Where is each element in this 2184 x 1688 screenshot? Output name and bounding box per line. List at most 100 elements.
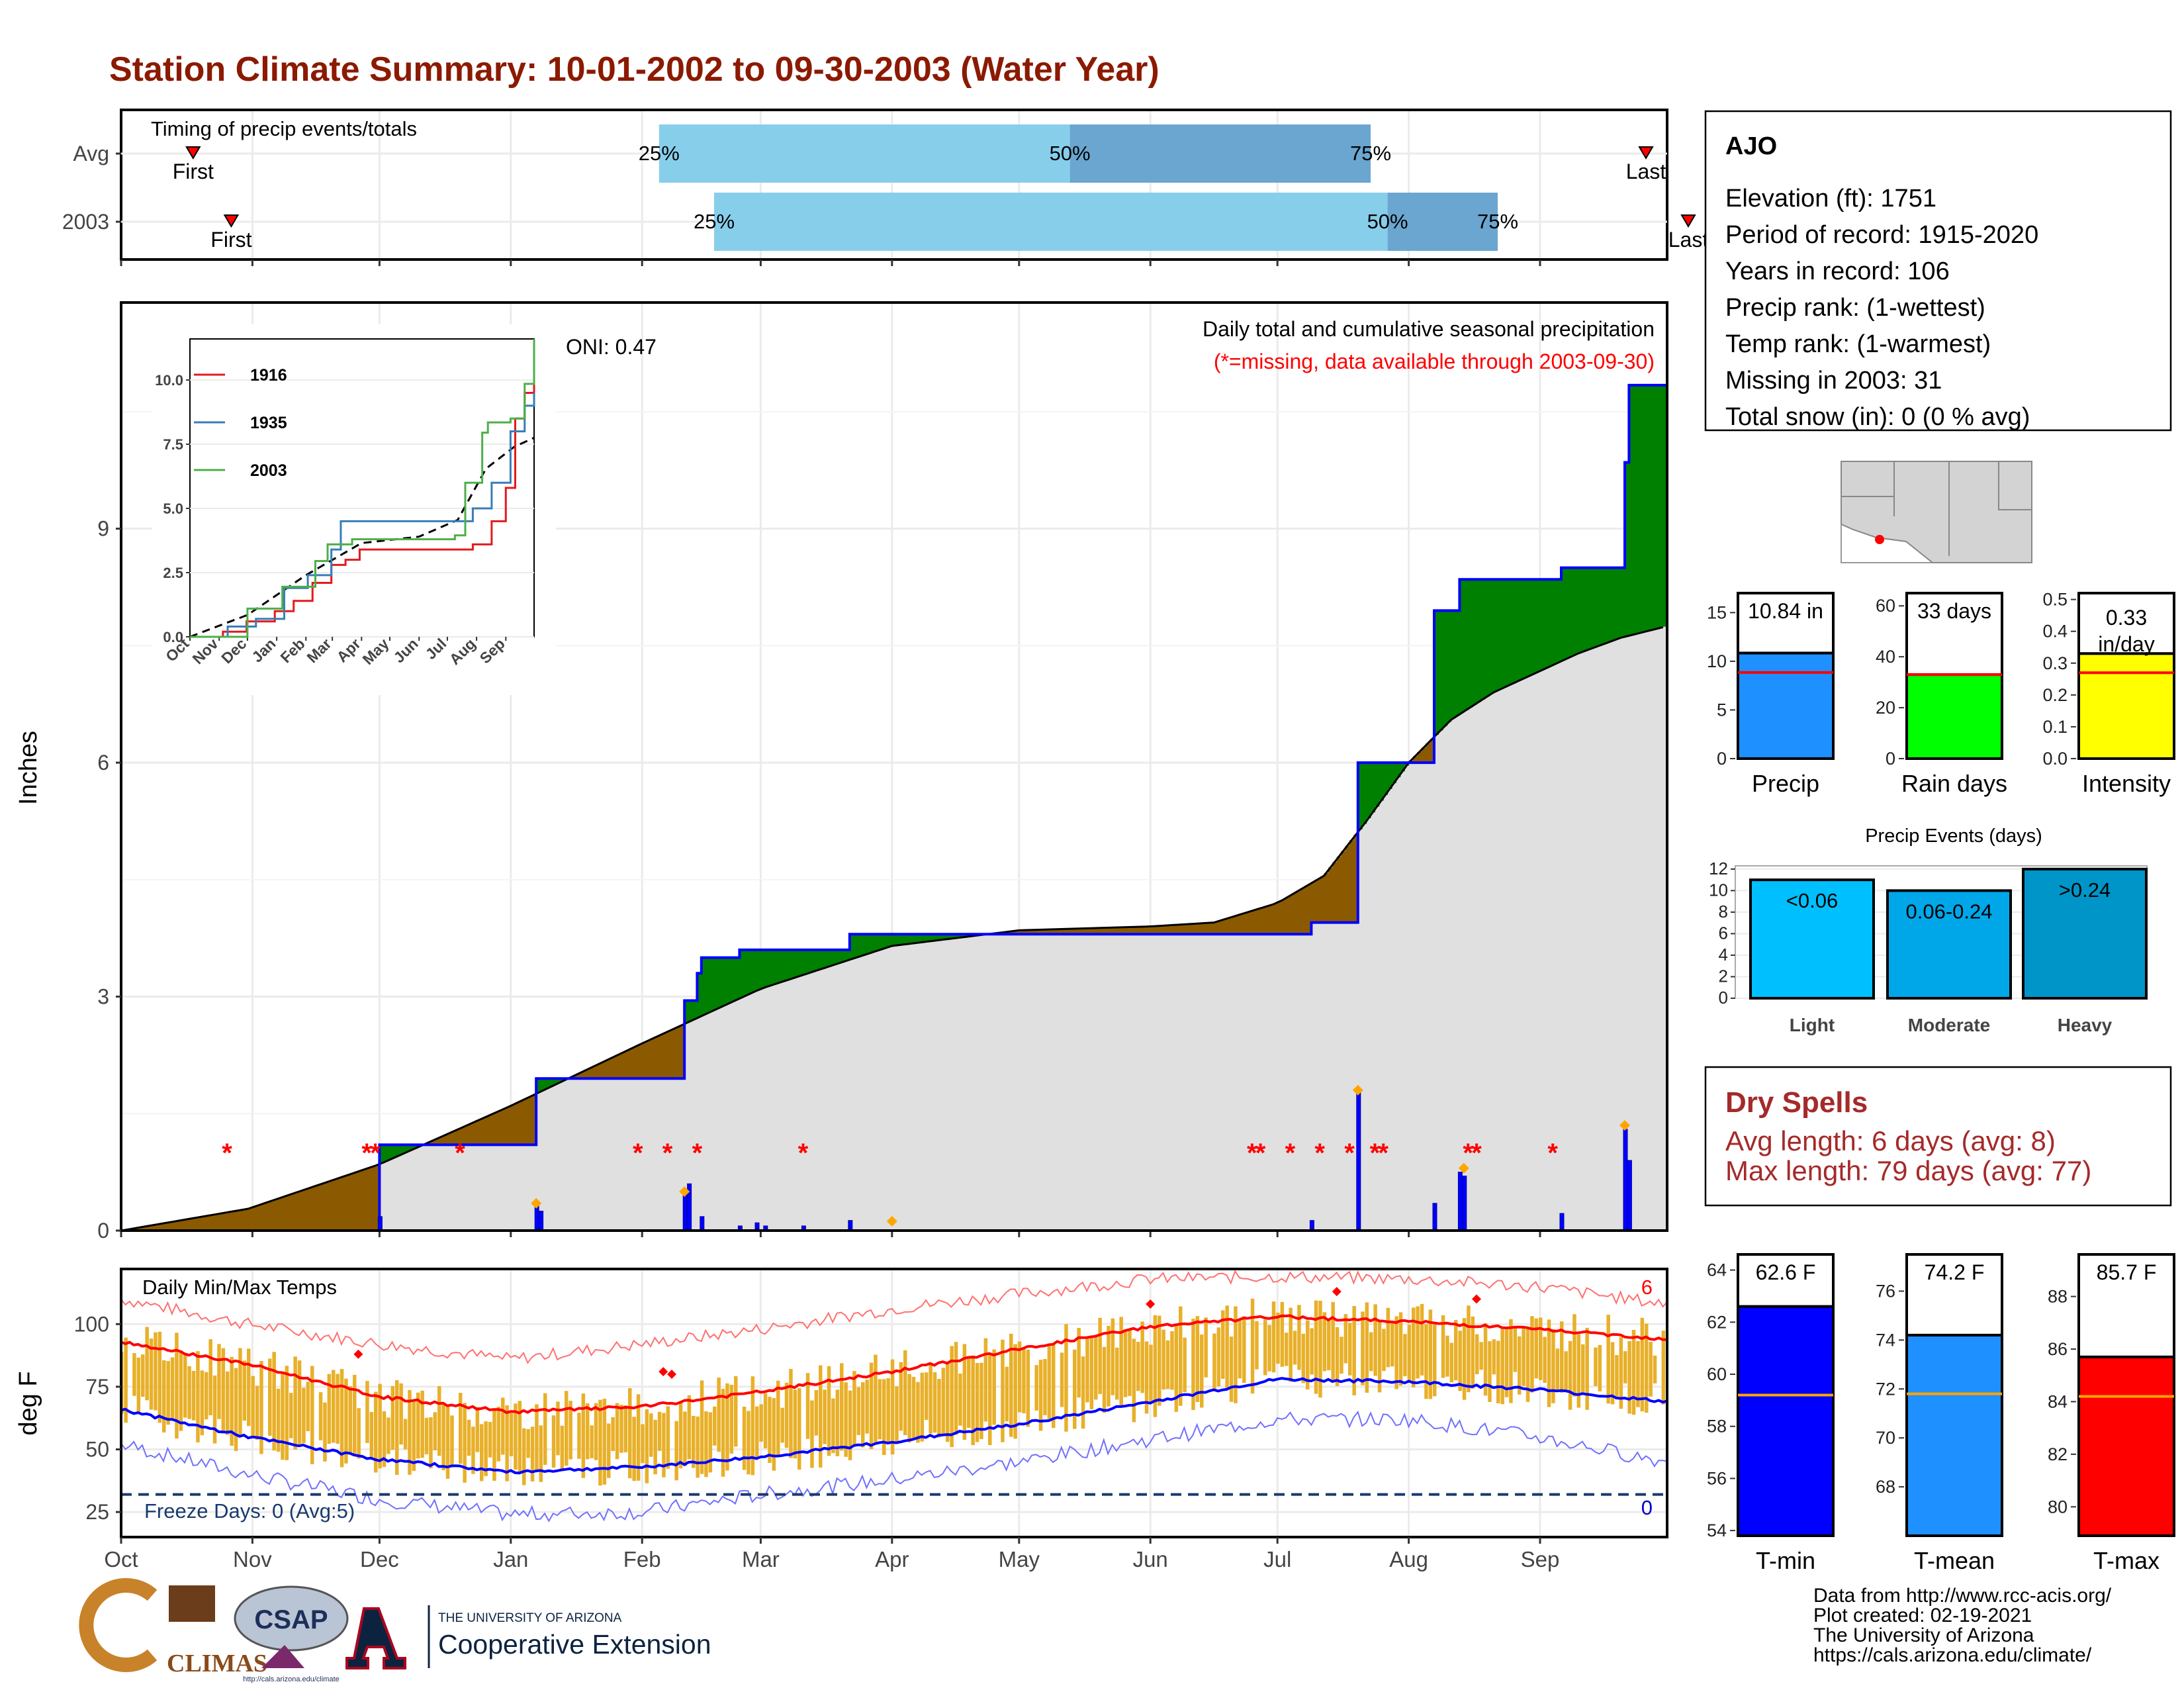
daily-temp-bar: [662, 1413, 666, 1477]
below-avg-band: [1011, 931, 1015, 935]
below-avg-band: [502, 1108, 507, 1145]
below-avg-band: [523, 1098, 528, 1145]
inset-legend-label: 1935: [250, 414, 287, 432]
daily-temp-bar: [412, 1400, 416, 1472]
temp-bar-1: 68 70 72 74 76 74.2 F T-mean: [1876, 1253, 2003, 1574]
below-avg-band: [1066, 929, 1071, 935]
events-tick-label: 6: [1719, 923, 1728, 943]
above-avg-band: [735, 957, 740, 1000]
events-bar-moderate: [1886, 889, 2012, 1000]
daily-temp-bar: [649, 1413, 653, 1457]
daily-temp-bar: [1640, 1317, 1645, 1412]
daily-temp-bar: [1255, 1321, 1259, 1370]
station-info-box: AJO Elevation (ft): 1751 Period of recor…: [1704, 110, 2172, 432]
above-avg-band: [769, 949, 774, 986]
dry-spells-max: Max length: 79 days (avg: 77): [1725, 1155, 2091, 1186]
daily-temp-bar: [378, 1383, 382, 1469]
below-avg-band: [1142, 926, 1147, 935]
below-avg-band: [1032, 929, 1036, 935]
temp-bar-0-value-label: 62.6 F: [1756, 1260, 1816, 1284]
daily-temp-bar: [450, 1415, 454, 1467]
daily-temp-bar: [696, 1416, 700, 1478]
temp-bar-0-value-box: [1737, 1253, 1835, 1308]
below-avg-band: [345, 1175, 351, 1231]
below-avg-band: [642, 1042, 647, 1079]
record-high-marker: [1332, 1287, 1342, 1297]
above-avg-band: [388, 1145, 393, 1160]
above-avg-band: [1510, 579, 1516, 684]
record-max-line: [120, 1270, 1668, 1364]
daily-temp-bar: [1352, 1305, 1356, 1395]
below-avg-band: [477, 1119, 482, 1145]
below-avg-band: [1108, 927, 1113, 935]
daily-temp-bar: [784, 1382, 789, 1448]
below-avg-band: [439, 1137, 443, 1145]
avg-cumulative-line: [120, 626, 1663, 1232]
daily-temp-bar: [1365, 1302, 1369, 1393]
daily-temp-bar: [1335, 1327, 1340, 1386]
daily-temp-bar: [293, 1356, 297, 1450]
daily-temp-bar: [522, 1428, 526, 1485]
above-avg-band: [1459, 579, 1465, 714]
month-label: Jun: [1133, 1547, 1168, 1571]
below-avg-band: [1251, 910, 1257, 935]
below-avg-band: [1159, 925, 1163, 935]
temp-bar-2-label: T-max: [2093, 1547, 2160, 1574]
daily-temp-bar: [297, 1360, 302, 1444]
above-avg-band: [1561, 567, 1566, 661]
below-avg-band: [473, 1121, 478, 1145]
inset-avg-line: [189, 436, 535, 638]
daily-temp-bar: [1581, 1344, 1585, 1394]
daily-temp-bar: [543, 1393, 547, 1465]
daily-temp-bar: [306, 1382, 310, 1432]
above-avg-band: [1612, 567, 1617, 641]
daily-temp-bar: [590, 1425, 594, 1458]
daily-temp-bar: [272, 1352, 276, 1451]
below-avg-band: [185, 1219, 189, 1231]
daily-temp-bar: [1390, 1323, 1394, 1367]
daily-temp-bar: [158, 1331, 162, 1423]
missing-day-marker: *: [222, 1139, 232, 1168]
above-avg-band: [858, 934, 863, 957]
inset-series-1935: [190, 393, 535, 638]
timing-first-label: First: [173, 160, 214, 183]
daily-temp-bar: [518, 1401, 522, 1473]
daily-temp-bar: [581, 1393, 586, 1478]
above-avg-band: [701, 957, 706, 1015]
daily-temp-bar: [251, 1376, 255, 1438]
daily-temp-bar: [1293, 1331, 1297, 1365]
daily-temp-bar: [1013, 1344, 1017, 1439]
daily-precip-bar: [1627, 1160, 1632, 1231]
below-avg-band: [214, 1214, 219, 1231]
below-avg-band: [531, 1094, 537, 1145]
above-avg-band: [549, 1078, 554, 1087]
below-avg-band: [1019, 930, 1024, 935]
above-avg-band: [1489, 579, 1494, 694]
temp-bar-1-value-label: 74.2 F: [1925, 1260, 1985, 1284]
daily-temp-bar: [551, 1415, 556, 1468]
daily-temp-bar: [353, 1374, 357, 1456]
daily-precip-bar: [700, 1216, 705, 1231]
below-avg-band: [328, 1180, 334, 1231]
below-avg-band: [354, 1172, 359, 1231]
daily-temp-bar: [819, 1365, 823, 1468]
below-avg-band: [1260, 908, 1265, 935]
daily-temp-bar: [281, 1372, 285, 1460]
daily-temp-bar: [607, 1423, 611, 1478]
below-avg-band: [1248, 911, 1253, 935]
daily-temp-bar: [823, 1389, 827, 1444]
below-avg-band: [1163, 925, 1168, 935]
below-avg-band: [282, 1196, 287, 1231]
above-avg-band: [536, 1078, 541, 1093]
above-avg-band: [1451, 610, 1456, 719]
daily-temp-bar: [683, 1411, 687, 1466]
temp-bar-2-value-label: 85.7 F: [2097, 1260, 2157, 1284]
daily-temp-bar: [247, 1348, 251, 1427]
daily-temp-bar: [962, 1344, 967, 1440]
above-avg-band: [862, 934, 867, 955]
above-avg-band: [917, 934, 923, 943]
missing-day-marker: *: [633, 1139, 643, 1168]
station-precip-rank: Precip rank: (1-wettest): [1725, 294, 1985, 322]
above-avg-band: [1548, 579, 1553, 667]
above-avg-band: [714, 957, 719, 1009]
